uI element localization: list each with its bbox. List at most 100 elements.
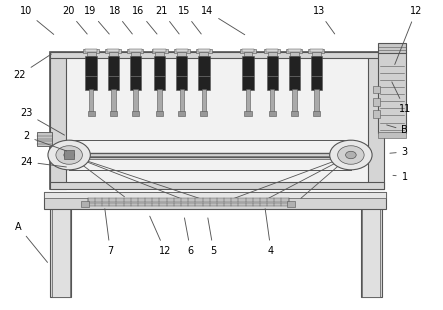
Bar: [287, 50, 302, 52]
Bar: [175, 49, 188, 52]
Text: 16: 16: [132, 7, 157, 34]
Bar: [89, 89, 93, 113]
Bar: [107, 49, 120, 52]
Bar: [378, 52, 406, 133]
Bar: [110, 111, 117, 116]
Text: 13: 13: [312, 7, 335, 34]
Bar: [267, 55, 278, 90]
Bar: [67, 153, 352, 157]
Bar: [105, 50, 121, 52]
Text: 21: 21: [155, 7, 179, 34]
Bar: [291, 111, 298, 116]
Circle shape: [330, 140, 372, 170]
Circle shape: [338, 146, 364, 164]
Bar: [153, 49, 166, 52]
Bar: [88, 111, 95, 116]
Bar: [368, 52, 384, 189]
Text: 23: 23: [20, 108, 65, 135]
Bar: [43, 192, 386, 197]
Bar: [156, 111, 163, 116]
Text: 19: 19: [84, 7, 109, 34]
Bar: [50, 182, 384, 189]
Text: 4: 4: [265, 209, 274, 256]
Bar: [133, 89, 138, 113]
Bar: [87, 52, 96, 55]
Text: 1: 1: [393, 172, 408, 182]
Bar: [292, 89, 296, 113]
Bar: [373, 98, 380, 106]
Bar: [310, 49, 323, 52]
Bar: [108, 55, 119, 90]
Text: 11: 11: [392, 82, 411, 114]
Bar: [154, 55, 165, 90]
Bar: [264, 50, 280, 52]
Bar: [176, 55, 187, 90]
Text: 24: 24: [20, 157, 66, 167]
Text: 12: 12: [150, 216, 171, 256]
Text: A: A: [15, 222, 47, 262]
Text: 12: 12: [395, 7, 422, 64]
Bar: [313, 111, 320, 116]
Bar: [43, 192, 386, 209]
Bar: [270, 89, 275, 113]
Text: 22: 22: [13, 54, 51, 80]
Bar: [269, 111, 276, 116]
Bar: [378, 132, 406, 138]
Bar: [268, 52, 277, 55]
Bar: [196, 50, 212, 52]
Bar: [361, 204, 382, 297]
Bar: [312, 52, 321, 55]
Bar: [198, 55, 210, 90]
Text: 6: 6: [184, 218, 194, 256]
Bar: [178, 111, 185, 116]
Bar: [83, 50, 99, 52]
Bar: [198, 49, 210, 52]
Text: 7: 7: [105, 209, 113, 256]
Bar: [88, 202, 289, 206]
Bar: [246, 89, 250, 113]
Text: B: B: [387, 125, 408, 135]
Bar: [373, 110, 380, 118]
Bar: [64, 150, 74, 159]
Bar: [155, 52, 164, 55]
Bar: [174, 50, 190, 52]
Text: 14: 14: [201, 7, 245, 35]
Bar: [202, 89, 206, 113]
Bar: [85, 55, 97, 90]
Bar: [128, 50, 144, 52]
Bar: [50, 52, 66, 189]
Bar: [289, 55, 300, 90]
Bar: [88, 198, 289, 202]
Bar: [132, 111, 139, 116]
Circle shape: [48, 140, 90, 170]
Bar: [362, 204, 380, 297]
Text: 3: 3: [390, 147, 408, 157]
Bar: [50, 204, 71, 297]
Bar: [245, 111, 252, 116]
Bar: [288, 49, 300, 52]
Bar: [130, 55, 141, 90]
Bar: [157, 89, 162, 113]
Bar: [290, 52, 299, 55]
Bar: [199, 52, 208, 55]
Bar: [81, 201, 89, 207]
Bar: [111, 89, 116, 113]
Bar: [179, 89, 184, 113]
Bar: [67, 156, 367, 159]
Bar: [288, 201, 295, 207]
Bar: [378, 43, 406, 52]
Bar: [242, 55, 254, 90]
Text: 18: 18: [109, 7, 132, 34]
Bar: [109, 52, 118, 55]
Bar: [373, 86, 380, 93]
Bar: [177, 52, 186, 55]
Text: 10: 10: [20, 7, 54, 34]
Bar: [50, 52, 384, 58]
Bar: [152, 50, 167, 52]
Text: 15: 15: [178, 7, 201, 34]
Bar: [244, 52, 253, 55]
Bar: [52, 204, 70, 297]
Bar: [67, 153, 367, 155]
Bar: [50, 52, 384, 189]
Circle shape: [346, 151, 356, 159]
